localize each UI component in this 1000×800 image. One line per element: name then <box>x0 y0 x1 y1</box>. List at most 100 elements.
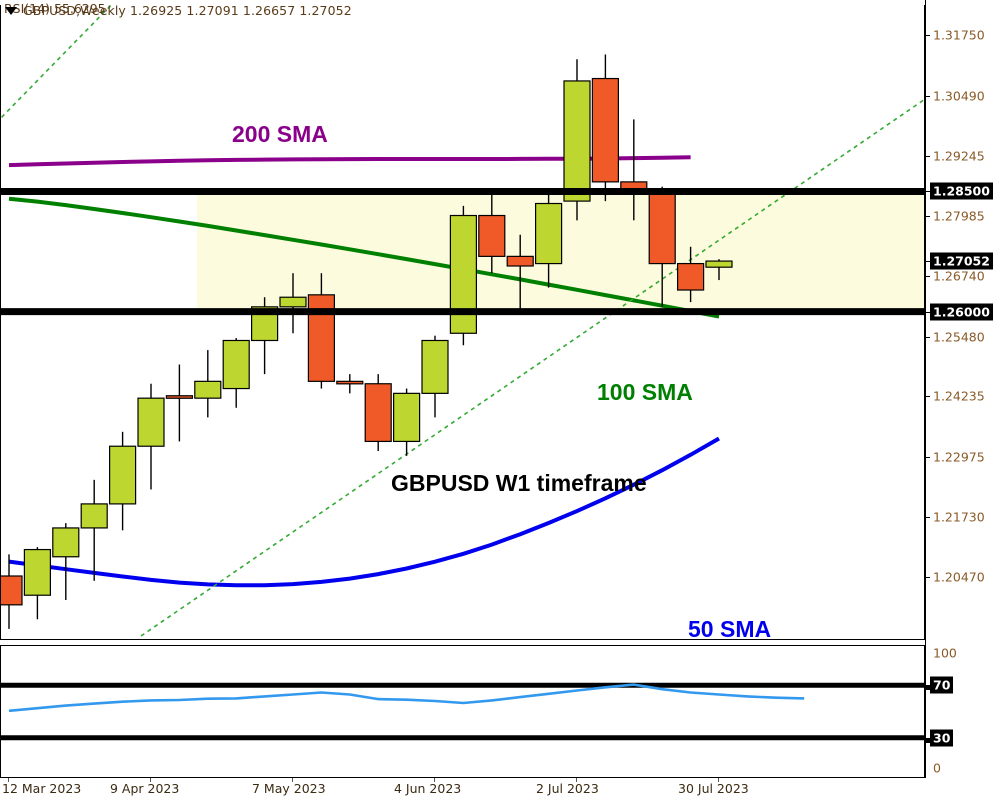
candlestick[interactable] <box>506 234 534 312</box>
price-chart-pane[interactable] <box>0 5 925 640</box>
rsi-axis[interactable]: 100 70 30 0 <box>925 645 1000 778</box>
candlestick-series <box>1 54 733 629</box>
annotation-sma-200: 200 SMA <box>232 121 328 147</box>
price-axis-tick <box>925 216 930 218</box>
sma-100-line <box>8 196 720 319</box>
rsi-indicator-pane[interactable] <box>0 645 925 778</box>
price-axis-tick <box>925 311 930 313</box>
date-axis-label: 30 Jul 2023 <box>678 781 749 796</box>
price-axis-spine <box>925 0 926 645</box>
candlestick[interactable] <box>393 388 421 456</box>
trendline-segment <box>140 98 924 637</box>
price-axis-label: 1.30490 <box>933 88 985 104</box>
price-axis[interactable]: 1.31750 1.30490 1.29245 1.28500 1.27985 1.270… <box>925 0 1000 645</box>
price-axis-label: 1.24235 <box>933 388 985 404</box>
candle-body <box>336 380 364 385</box>
candlestick[interactable] <box>80 479 108 581</box>
rsi-axis-label: 0 <box>933 760 941 776</box>
candle-body <box>506 255 534 267</box>
price-axis-tick <box>925 95 930 97</box>
candle-body <box>591 77 620 183</box>
candle-body <box>222 339 250 390</box>
candlestick[interactable] <box>676 246 705 303</box>
date-axis-label: 9 Apr 2023 <box>110 781 180 796</box>
price-axis-tick <box>925 35 930 37</box>
candlestick[interactable] <box>591 54 620 202</box>
candle-body <box>279 296 307 308</box>
rsi-line <box>8 683 805 713</box>
price-axis-label: 1.26740 <box>933 268 985 284</box>
price-axis-tick <box>925 396 930 398</box>
price-axis-label: 1.28500 <box>930 182 993 200</box>
candlestick[interactable] <box>194 350 222 418</box>
rsi-axis-tick <box>925 737 930 743</box>
candlestick[interactable] <box>23 547 51 620</box>
price-axis-label: 1.26000 <box>930 303 993 321</box>
price-axis-tick <box>925 516 930 518</box>
date-axis-label: 2 Jul 2023 <box>536 781 599 796</box>
price-axis-label: 1.31750 <box>933 27 985 43</box>
date-axis-label: 7 May 2023 <box>252 781 326 796</box>
rsi-axis-tick <box>925 685 930 691</box>
rsi-axis-label: 70 <box>930 676 954 694</box>
candlestick[interactable] <box>705 259 733 281</box>
candlestick[interactable] <box>1 554 23 629</box>
candle-body <box>676 262 705 291</box>
candlestick[interactable] <box>534 193 563 288</box>
rsi-readout-label: RSI(14) 55.6295 <box>4 1 106 16</box>
candlestick[interactable] <box>137 383 165 490</box>
candlestick[interactable] <box>279 273 307 334</box>
candle-body <box>194 380 222 399</box>
candle-body <box>23 548 51 596</box>
price-axis-tick <box>925 261 930 263</box>
chevron-down-icon[interactable] <box>5 7 17 15</box>
price-chart-svg <box>1 5 924 637</box>
candlestick[interactable] <box>222 338 250 408</box>
candle-body <box>478 214 506 257</box>
date-axis-tick <box>292 778 293 782</box>
candlestick[interactable] <box>108 431 137 531</box>
candlestick[interactable] <box>52 523 80 601</box>
candle-body <box>393 392 421 443</box>
sma-50-line <box>8 436 720 588</box>
price-axis-label: 1.25480 <box>933 329 985 345</box>
symbol-timeframe-ohlc: GBPUSD,Weekly 1.26925 1.27091 1.26657 1.… <box>23 2 352 18</box>
annotation-sma-100: 100 SMA <box>597 379 693 405</box>
price-axis-label: 1.21730 <box>933 509 985 525</box>
rsi-chart-svg <box>1 682 924 741</box>
price-axis-label: 1.22975 <box>933 449 985 465</box>
candlestick[interactable] <box>165 364 193 442</box>
candle-body <box>1 575 23 606</box>
candle-body <box>80 503 108 529</box>
candlestick[interactable] <box>421 335 449 418</box>
price-axis-tick <box>925 457 930 459</box>
rsi-axis-label: 100 <box>933 645 957 661</box>
price-axis-label: 1.20470 <box>933 569 985 585</box>
trendline-segment <box>1 5 113 120</box>
candle-body <box>165 395 193 399</box>
candle-body <box>534 202 563 265</box>
rsi-level-lines <box>1 682 924 741</box>
price-axis-label: 1.27052 <box>930 252 993 270</box>
candle-body <box>449 214 477 334</box>
annotation-chart-title: GBPUSD W1 timeframe <box>391 470 647 496</box>
candlestick[interactable] <box>449 205 477 346</box>
price-axis-tick <box>925 191 930 193</box>
candle-body <box>705 260 733 268</box>
date-axis[interactable]: 12 Mar 2023 9 Apr 2023 7 May 2023 4 Jun 202… <box>0 778 925 800</box>
candle-body <box>364 383 392 443</box>
candlestick[interactable] <box>364 374 392 452</box>
rsi-axis-label: 30 <box>930 729 954 747</box>
price-axis-label: 1.29245 <box>933 148 985 164</box>
date-axis-tick <box>150 778 151 782</box>
rsi-axis-spine <box>925 645 926 778</box>
candle-body <box>52 527 80 558</box>
date-axis-tick <box>576 778 577 782</box>
price-axis-tick <box>925 577 930 579</box>
candlestick[interactable] <box>478 193 506 274</box>
candlestick[interactable] <box>563 59 591 221</box>
candlestick[interactable] <box>336 374 364 394</box>
candle-body <box>307 294 335 382</box>
price-axis-tick <box>925 336 930 338</box>
